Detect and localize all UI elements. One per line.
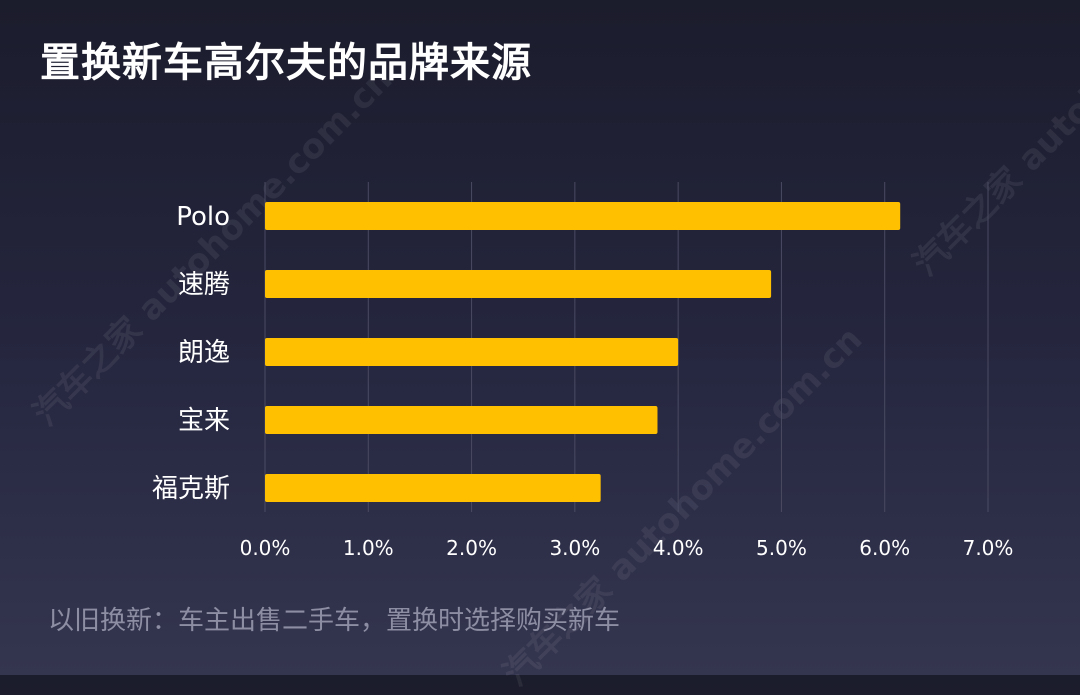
category-label: 宝来 — [178, 406, 230, 436]
x-tick-label: 6.0% — [859, 536, 910, 560]
x-tick-label: 4.0% — [653, 536, 704, 560]
x-tick-label: 7.0% — [963, 536, 1014, 560]
x-tick-label: 0.0% — [240, 536, 291, 560]
x-tick-label: 1.0% — [343, 536, 394, 560]
x-tick-label: 2.0% — [446, 536, 497, 560]
bar — [265, 474, 601, 502]
bar — [265, 202, 901, 230]
x-tick-label: 3.0% — [549, 536, 600, 560]
category-label: 福克斯 — [152, 474, 230, 504]
category-label: 速腾 — [178, 270, 230, 300]
category-label: Polo — [176, 202, 230, 232]
bar — [265, 406, 658, 434]
chart-title: 置换新车高尔夫的品牌来源 — [40, 40, 532, 86]
category-label: 朗逸 — [178, 338, 230, 368]
bar — [265, 270, 772, 298]
footnote: 以旧换新：车主出售二手车，置换时选择购买新车 — [48, 606, 621, 636]
x-tick-label: 5.0% — [756, 536, 807, 560]
bar-chart: 0.0% 1.0% 2.0% 3.0% 4.0% 5.0% 6.0% 7.0% Polo 速腾朗逸… — [152, 182, 1014, 560]
bar — [265, 338, 679, 366]
